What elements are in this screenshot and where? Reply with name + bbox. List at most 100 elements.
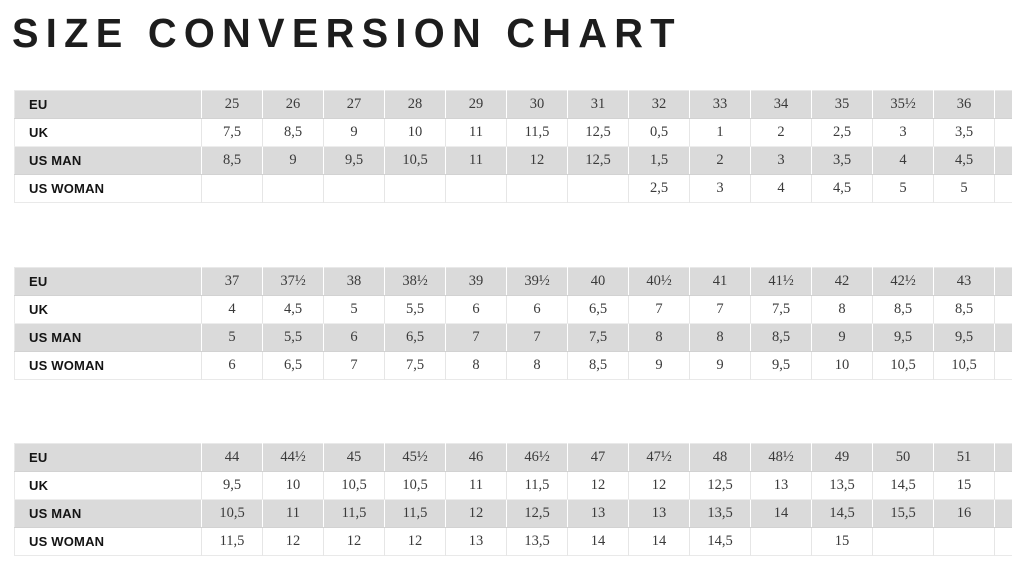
size-cell: 5 — [933, 174, 995, 203]
size-cell: 6,5 — [384, 323, 446, 352]
size-cell: 41½ — [750, 267, 812, 296]
size-cell: 40 — [567, 267, 629, 296]
row-label-us-man: US MAN — [14, 146, 202, 175]
size-cell: 12,5 — [567, 146, 629, 175]
size-cell: 35 — [811, 90, 873, 119]
size-cell: 12 — [262, 527, 324, 556]
size-cell — [994, 527, 1012, 556]
size-cell: 42½ — [872, 267, 934, 296]
size-cell: 42 — [811, 267, 873, 296]
size-cell: 36 — [933, 90, 995, 119]
size-cell — [506, 174, 568, 203]
size-cell: 13,5 — [506, 527, 568, 556]
size-cell: 50 — [872, 443, 934, 472]
size-cell: 36½ — [994, 90, 1012, 119]
size-cell: 11,5 — [506, 118, 568, 147]
size-cell: 8 — [506, 351, 568, 380]
size-cell: 8,5 — [933, 295, 995, 324]
size-cell: 14,5 — [689, 527, 751, 556]
size-cell: 9 — [689, 351, 751, 380]
size-cell: 12,5 — [567, 118, 629, 147]
size-cell: 44 — [201, 443, 263, 472]
size-cell: 35½ — [872, 90, 934, 119]
size-cell: 34 — [750, 90, 812, 119]
size-cell: 9 — [628, 351, 690, 380]
row-label-us-woman: US WOMAN — [14, 174, 202, 203]
size-cell: 14,5 — [872, 471, 934, 500]
size-cell: 4 — [872, 146, 934, 175]
size-cell: 9 — [323, 118, 385, 147]
size-cell: 7,5 — [201, 118, 263, 147]
size-cell: 25 — [201, 90, 263, 119]
size-cell: 5 — [201, 323, 263, 352]
size-cell: 13,5 — [689, 499, 751, 528]
size-cell: 3,5 — [811, 146, 873, 175]
size-cell: 3,5 — [994, 118, 1012, 147]
size-cell: 10,5 — [323, 471, 385, 500]
size-cell: 10 — [262, 471, 324, 500]
size-cell: 12,5 — [506, 499, 568, 528]
size-cell: 13 — [628, 499, 690, 528]
size-cell: 6 — [445, 295, 507, 324]
size-cell: 11 — [994, 351, 1012, 380]
row-label-us-man: US MAN — [14, 323, 202, 352]
size-cell: 26 — [262, 90, 324, 119]
size-cell: 10 — [994, 323, 1012, 352]
size-cell: 12 — [506, 146, 568, 175]
size-cell: 39 — [445, 267, 507, 296]
size-cell — [201, 174, 263, 203]
size-cell: 11 — [445, 118, 507, 147]
size-cell: 3 — [689, 174, 751, 203]
size-cell: 14,5 — [811, 499, 873, 528]
size-cell: 10 — [811, 351, 873, 380]
size-cell: 11,5 — [201, 527, 263, 556]
size-cell: 5 — [323, 295, 385, 324]
size-cell: 11 — [445, 471, 507, 500]
size-cell: 11 — [445, 146, 507, 175]
size-cell: 4 — [750, 174, 812, 203]
row-label-us-man: US MAN — [14, 499, 202, 528]
size-cell: 12 — [323, 527, 385, 556]
size-cell: 8 — [689, 323, 751, 352]
size-cell: 1 — [689, 118, 751, 147]
size-cell: 30 — [506, 90, 568, 119]
size-cell: 27 — [323, 90, 385, 119]
size-cell: 12,5 — [689, 471, 751, 500]
size-cell: 44½ — [262, 443, 324, 472]
size-cell: 12 — [384, 527, 446, 556]
size-cell: 48 — [689, 443, 751, 472]
size-cell — [567, 174, 629, 203]
size-cell — [872, 527, 934, 556]
size-cell: 9 — [994, 295, 1012, 324]
size-cell: 11,5 — [323, 499, 385, 528]
size-cell: 6 — [323, 323, 385, 352]
size-cell: 6 — [506, 295, 568, 324]
size-cell: 5,5 — [994, 174, 1012, 203]
size-cell: 52 — [994, 443, 1012, 472]
size-cell: 47½ — [628, 443, 690, 472]
size-cell: 7 — [506, 323, 568, 352]
size-cell: 5,5 — [384, 295, 446, 324]
row-label-uk: UK — [14, 118, 202, 147]
size-cell: 10,5 — [933, 351, 995, 380]
size-table-3: EU4444½4545½4646½4747½4848½49505152UK9,5… — [14, 443, 1012, 556]
size-cell: 37 — [201, 267, 263, 296]
size-cell: 46½ — [506, 443, 568, 472]
size-cell: 15,5 — [872, 499, 934, 528]
size-cell: 6 — [201, 351, 263, 380]
size-table-3-body: EU4444½4545½4646½4747½4848½49505152UK9,5… — [14, 443, 1012, 556]
size-cell: 12 — [445, 499, 507, 528]
size-cell: 2,5 — [628, 174, 690, 203]
size-cell: 15 — [811, 527, 873, 556]
size-cell: 9,5 — [750, 351, 812, 380]
table-row: US MAN 10,5 11 11,5 11,5 12 12,5 13 13 13,5 14 14,5… — [14, 499, 1012, 528]
size-cell: 9,5 — [201, 471, 263, 500]
row-label-eu: EU — [14, 90, 202, 119]
size-cell: 11,5 — [384, 499, 446, 528]
size-cell: 41 — [689, 267, 751, 296]
size-cell: 4,5 — [262, 295, 324, 324]
